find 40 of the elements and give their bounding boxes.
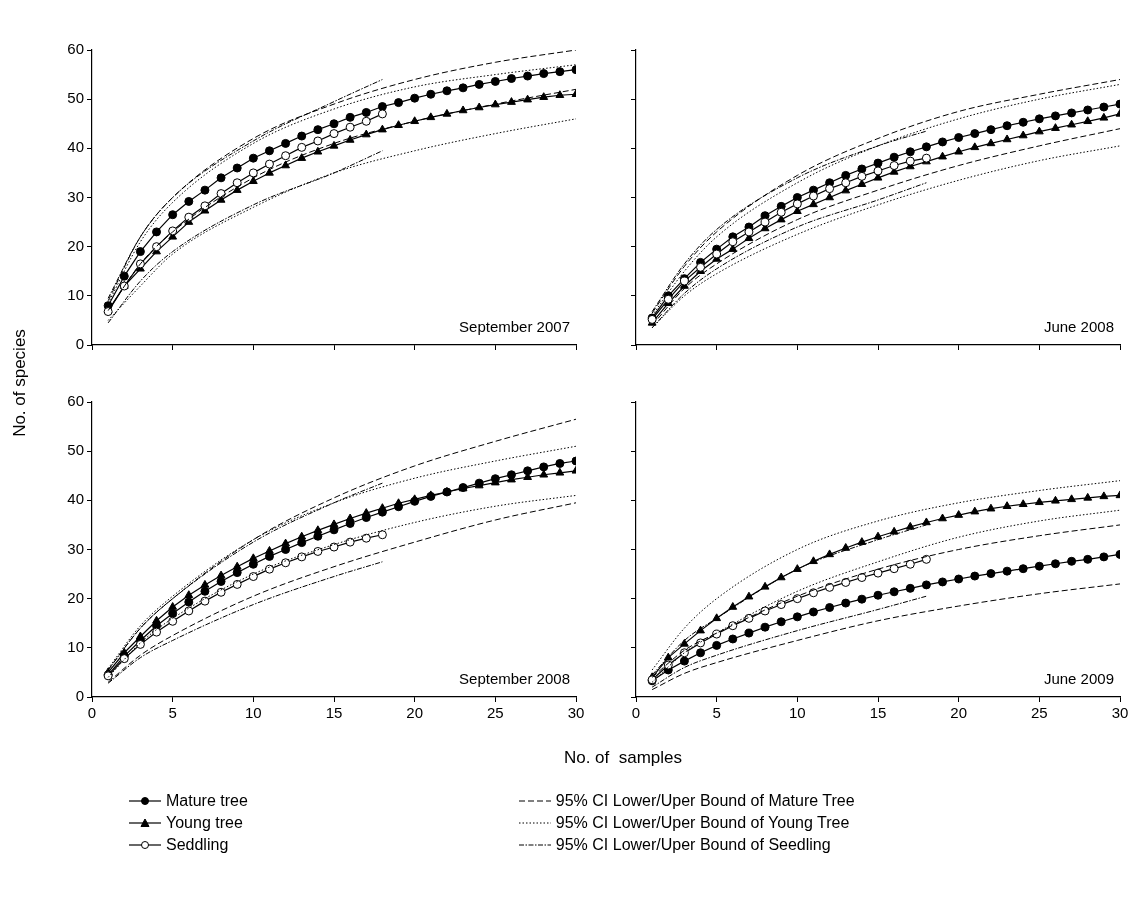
x-tick-label: 25 (486, 704, 504, 722)
y-tick-label: 30 (67, 187, 84, 205)
y-tick-label: 20 (67, 588, 84, 606)
y-tick-label: 60 (67, 40, 84, 58)
annotation: September 2008 (459, 669, 570, 687)
x-tick-label: 30 (567, 704, 585, 722)
y-tick-label: 40 (67, 138, 84, 156)
x-tick-label: 5 (712, 704, 721, 722)
legend-label: Seddling (166, 836, 229, 854)
legend-label: 95% CI Lower/Uper Bound of Mature Tree (555, 792, 855, 810)
legend-label: Young tree (166, 814, 243, 832)
x-tick-label: 15 (325, 704, 343, 722)
y-axis-title: No. of species (10, 329, 30, 437)
y-tick-label: 40 (67, 490, 84, 508)
x-tick-label: 30 (1111, 704, 1129, 722)
x-tick-label: 0 (631, 704, 641, 722)
y-tick-label: 0 (75, 687, 84, 705)
y-tick-label: 50 (67, 89, 84, 107)
y-tick-label: 20 (67, 236, 84, 254)
x-tick-label: 5 (168, 704, 177, 722)
x-axis-title: No. of samples (562, 748, 684, 768)
legend-label: 95% CI Lower/Uper Bound of Seedling (555, 836, 831, 854)
x-tick-label: 10 (244, 704, 262, 722)
legend-label: Mature tree (166, 792, 248, 810)
y-tick-label: 10 (67, 637, 84, 655)
x-tick-label: 25 (1030, 704, 1048, 722)
annotation: June 2009 (1043, 669, 1114, 687)
x-tick-label: 15 (869, 704, 887, 722)
annotation: September 2007 (459, 317, 570, 335)
y-tick-label: 60 (67, 392, 84, 410)
x-tick-label: 20 (406, 704, 424, 722)
legend-label: 95% CI Lower/Uper Bound of Young Tree (555, 814, 850, 832)
x-tick-label: 10 (788, 704, 806, 722)
y-tick-label: 30 (67, 539, 84, 557)
x-tick-label: 20 (950, 704, 968, 722)
annotation: June 2008 (1043, 317, 1114, 335)
x-tick-label: 0 (87, 704, 97, 722)
y-tick-label: 50 (67, 441, 84, 459)
y-tick-label: 10 (67, 285, 84, 303)
y-tick-label: 0 (75, 335, 84, 353)
